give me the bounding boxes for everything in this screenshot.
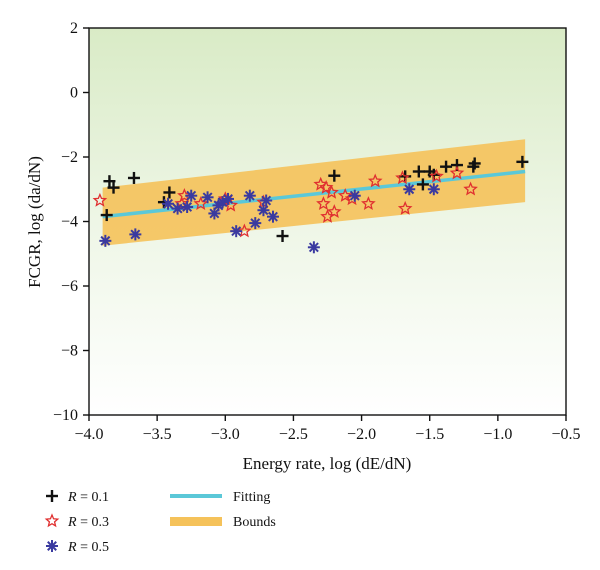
point-asterisk-3 bbox=[171, 202, 184, 215]
y-axis-title: FCGR, log (da/dN) bbox=[25, 156, 44, 288]
point-star-0 bbox=[92, 192, 108, 207]
point-plus-3 bbox=[127, 171, 140, 184]
legend-fitting-label: Fitting bbox=[233, 490, 270, 505]
point-asterisk-0 bbox=[99, 234, 112, 247]
point-asterisk-18 bbox=[348, 189, 361, 202]
point-star-17 bbox=[367, 173, 383, 188]
point-star-13 bbox=[327, 204, 342, 219]
x-tick-label: −4.0 bbox=[74, 426, 103, 443]
point-asterisk-14 bbox=[257, 204, 270, 217]
point-star-6 bbox=[237, 223, 252, 238]
point-star-18 bbox=[395, 170, 410, 185]
point-star-20 bbox=[429, 168, 444, 183]
point-plus-10 bbox=[416, 178, 429, 191]
point-plus-14 bbox=[450, 159, 463, 172]
point-plus-16 bbox=[468, 157, 481, 170]
point-star-21 bbox=[449, 165, 465, 180]
point-plus-1 bbox=[103, 175, 116, 188]
point-plus-2 bbox=[107, 181, 120, 194]
point-asterisk-7 bbox=[208, 207, 221, 220]
point-asterisk-19 bbox=[403, 183, 416, 196]
point-plus-6 bbox=[276, 230, 289, 243]
point-plus-17 bbox=[516, 155, 529, 168]
x-tick-label: −2.0 bbox=[347, 426, 376, 443]
point-star-12 bbox=[324, 184, 339, 199]
legend-bounds-swatch bbox=[170, 517, 222, 526]
point-asterisk-13 bbox=[249, 217, 262, 230]
legend-label: R = 0.5 bbox=[67, 540, 109, 555]
x-tick-label: −3.0 bbox=[211, 426, 240, 443]
point-asterisk-6 bbox=[201, 191, 214, 204]
point-plus-9 bbox=[412, 165, 425, 178]
legend-label: R = 0.3 bbox=[67, 515, 109, 530]
point-asterisk-16 bbox=[266, 210, 279, 223]
y-tick-label: −8 bbox=[61, 343, 78, 360]
y-tick-label: −6 bbox=[61, 278, 78, 295]
y-tick-label: 0 bbox=[70, 85, 78, 102]
x-tick-label: −1.5 bbox=[415, 426, 444, 443]
point-star-19 bbox=[397, 200, 413, 215]
x-tick-label: −2.5 bbox=[279, 426, 308, 443]
point-star-9 bbox=[316, 196, 331, 210]
legend: R = 0.1 R = 0.3 R = 0.5 Fitting Bounds bbox=[44, 490, 276, 555]
point-star-16 bbox=[361, 196, 376, 210]
point-asterisk-15 bbox=[260, 194, 273, 207]
x-tick-label: −3.5 bbox=[143, 426, 172, 443]
point-star-8 bbox=[313, 176, 328, 191]
y-tick-label: −4 bbox=[61, 214, 78, 231]
points-layer bbox=[92, 155, 529, 254]
legend-marker-star bbox=[44, 513, 60, 528]
legend-label: R = 0.1 bbox=[67, 490, 109, 505]
point-star-14 bbox=[337, 188, 353, 202]
legend-bounds-label: Bounds bbox=[233, 515, 276, 530]
point-star-22 bbox=[463, 181, 478, 196]
point-asterisk-11 bbox=[230, 225, 243, 238]
point-asterisk-4 bbox=[181, 200, 194, 213]
legend-marker-asterisk bbox=[46, 540, 58, 552]
axes-layer: −4.0 −3.5 −3.0 −2.5 −2.0 −1.5 −1.0 −0.5 2 0 −2 −4 −6… bbox=[53, 20, 581, 443]
point-asterisk-10 bbox=[222, 192, 235, 205]
point-asterisk-2 bbox=[162, 197, 175, 210]
point-star-3 bbox=[193, 196, 209, 210]
x-axis-title: Energy rate, log (dE/dN) bbox=[243, 454, 412, 473]
point-plus-5 bbox=[163, 186, 176, 199]
y-tick-label: 2 bbox=[70, 20, 78, 37]
x-tick-label: −0.5 bbox=[551, 426, 580, 443]
point-asterisk-5 bbox=[185, 189, 198, 202]
point-plus-13 bbox=[440, 160, 453, 173]
point-plus-7 bbox=[328, 169, 341, 182]
point-asterisk-12 bbox=[243, 189, 256, 202]
point-star-5 bbox=[223, 197, 239, 212]
legend-marker-plus bbox=[46, 490, 58, 502]
point-asterisk-20 bbox=[427, 183, 440, 196]
point-asterisk-1 bbox=[129, 228, 142, 241]
point-plus-0 bbox=[100, 209, 113, 222]
point-asterisk-17 bbox=[307, 241, 320, 254]
x-tick-label: −1.0 bbox=[483, 426, 512, 443]
y-tick-label: −2 bbox=[61, 149, 78, 166]
y-tick-label: −10 bbox=[53, 407, 78, 424]
